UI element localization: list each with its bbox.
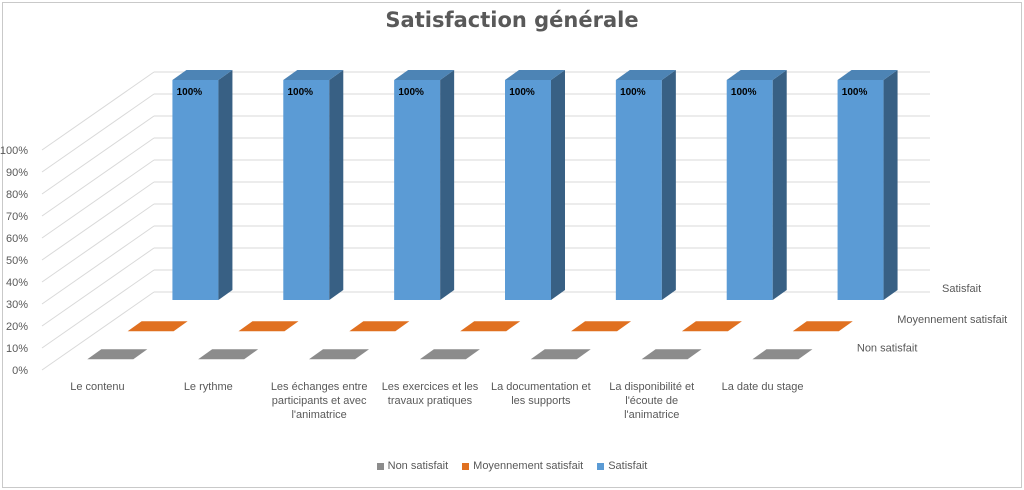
bar-moyennement-satisfait: [349, 321, 410, 332]
category-label: La disponibilité et l'écoute de l'animatri…: [609, 381, 694, 421]
bar-moyennement-satisfait: [571, 321, 632, 332]
y-tick-label: 90%: [6, 167, 28, 179]
bar-satisfait: [726, 70, 787, 300]
bar-moyennement-satisfait: [238, 321, 299, 332]
bar-satisfait: [283, 70, 344, 300]
gridline-left: [41, 159, 155, 239]
category-label: Les exercices et les travaux pratiques: [382, 381, 479, 407]
category-label: La documentation et les supports: [491, 381, 591, 407]
data-label: 100%: [620, 87, 646, 98]
y-tick-label: 100%: [0, 145, 28, 157]
legend-label: Non satisfait: [387, 460, 449, 472]
data-label: 100%: [509, 87, 535, 98]
data-label: 100%: [177, 87, 203, 98]
bar-moyennement-satisfait: [460, 321, 521, 332]
bar-non-satisfait: [419, 349, 480, 360]
bars: 100% 100% 100% 100% 100% 100% 100%: [87, 70, 898, 360]
bar-non-satisfait: [530, 349, 591, 360]
series-axis-label: Moyennement satisfait: [897, 314, 1007, 326]
bar-satisfait: [505, 70, 565, 300]
y-tick-label: 0%: [12, 365, 28, 377]
y-tick-label: 40%: [6, 277, 28, 289]
series-axis-labels: Satisfait Moyennement satisfait Non satisf…: [857, 283, 1007, 354]
gridline-left: [41, 291, 155, 371]
y-axis-ticks: 0% 10% 20% 30% 40% 50% 60% 70% 80% 90% 100%: [0, 145, 28, 377]
gridline-left: [41, 247, 155, 327]
y-tick-label: 60%: [6, 233, 28, 245]
legend-label: Satisfait: [608, 460, 648, 472]
y-tick-label: 30%: [6, 299, 28, 311]
gridline-left: [41, 93, 155, 173]
gridline-left: [41, 115, 155, 195]
gridline-left: [41, 181, 155, 261]
bar-moyennement-satisfait: [681, 321, 742, 332]
legend-label: Moyennement satisfait: [473, 460, 584, 472]
series-axis-label: Non satisfait: [857, 342, 918, 354]
chart-title: Satisfaction générale: [385, 8, 639, 32]
gridline-left: [41, 269, 155, 349]
legend-item: Non satisfait: [376, 460, 449, 472]
gridline-left: [41, 203, 155, 283]
bar-non-satisfait: [641, 349, 702, 360]
category-label: La date du stage: [722, 381, 804, 393]
y-tick-label: 50%: [6, 255, 28, 267]
y-tick-label: 70%: [6, 211, 28, 223]
bar-moyennement-satisfait: [792, 321, 853, 332]
data-label: 100%: [731, 87, 757, 98]
category-labels: Le contenu Le rythme Les échanges entre par…: [70, 381, 803, 421]
legend: Non satisfait Moyennement satisfait Satisf…: [0, 460, 1024, 472]
bar-satisfait: [394, 70, 455, 300]
y-tick-label: 20%: [6, 321, 28, 333]
data-label: 100%: [398, 87, 424, 98]
bar-non-satisfait: [198, 349, 259, 360]
bar-non-satisfait: [87, 349, 148, 360]
data-label: 100%: [287, 87, 313, 98]
legend-swatch: [376, 462, 384, 470]
category-label: Le contenu: [70, 381, 124, 393]
bar-moyennement-satisfait: [127, 321, 188, 332]
gridline-left: [41, 71, 155, 151]
bar-satisfait: [172, 70, 233, 300]
bar-satisfait: [615, 70, 676, 300]
legend-swatch: [462, 462, 470, 470]
data-label: 100%: [842, 87, 868, 98]
bar-non-satisfait: [752, 349, 813, 360]
category-label: Le rythme: [184, 381, 233, 393]
category-label: Les échanges entre participants et avec l'…: [271, 381, 368, 421]
gridline-left: [41, 137, 155, 217]
bar-non-satisfait: [309, 349, 370, 360]
legend-item: Moyennement satisfait: [462, 460, 583, 472]
bar-satisfait: [837, 70, 898, 300]
gridline-left: [41, 225, 155, 305]
y-tick-label: 10%: [6, 343, 28, 355]
legend-swatch: [597, 462, 605, 470]
series-axis-label: Satisfait: [942, 283, 981, 295]
y-tick-label: 80%: [6, 189, 28, 201]
legend-item: Satisfait: [597, 460, 647, 472]
